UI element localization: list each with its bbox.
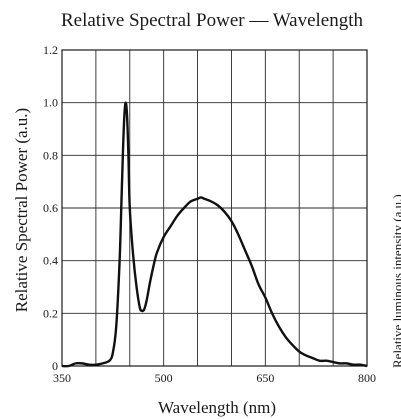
y-tick-label: 0.4	[43, 254, 58, 268]
plot-frame	[61, 49, 368, 367]
y-axis-label: Relative Spectral Power (a.u.)	[12, 108, 31, 312]
x-tick-label: 500	[155, 371, 173, 385]
x-tick-label: 650	[256, 371, 274, 385]
x-tick-label: 350	[53, 371, 71, 385]
y-tick-label: 1.2	[43, 43, 58, 57]
y-tick-label: 0.2	[43, 306, 58, 320]
y-tick-label: 0.8	[43, 148, 58, 162]
chart-title: Relative Spectral Power — Wavelength	[61, 10, 364, 31]
x-axis-label: Wavelength (nm)	[158, 398, 276, 417]
y-tick-label: 1.0	[43, 96, 58, 110]
y-axis-tick-labels: 0 0.2 0.4 0.6 0.8 1.0 1.2	[43, 43, 58, 373]
spectral-power-line	[61, 101, 368, 368]
x-axis-tick-labels: 350 500 650 800	[53, 371, 376, 385]
x-tick-label: 800	[358, 371, 376, 385]
y-tick-label: 0	[52, 359, 58, 373]
gridlines	[62, 50, 367, 366]
y-tick-label: 0.6	[43, 201, 58, 215]
secondary-axis-label: Relative luminous intensity (a.u.)	[390, 194, 401, 368]
